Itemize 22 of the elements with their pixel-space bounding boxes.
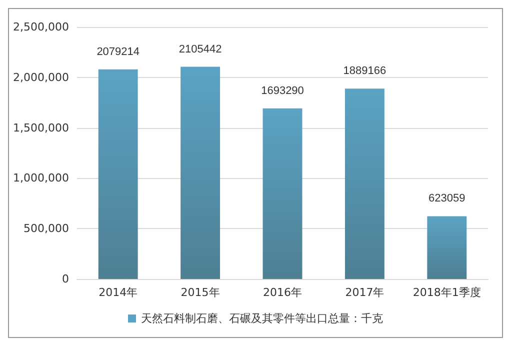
bar xyxy=(98,69,138,279)
data-label: 2105442 xyxy=(178,43,222,56)
y-tick-label: 1,500,000 xyxy=(13,121,69,134)
data-label: 2079214 xyxy=(96,46,140,58)
x-tick-label: 2018年1季度 xyxy=(412,286,481,299)
data-label: 623059 xyxy=(428,192,466,205)
bar xyxy=(262,108,302,279)
x-tick-label: 2014年 xyxy=(98,286,138,299)
y-tick-label: 2,000,000 xyxy=(13,70,69,84)
y-tick-label: 2,500,000 xyxy=(13,20,69,34)
x-tick-label: 2017年 xyxy=(345,286,384,299)
data-label: 1693290 xyxy=(261,84,304,97)
x-tick-label: 2016年 xyxy=(263,286,302,299)
x-tick-label: 2015年 xyxy=(180,286,220,299)
bar xyxy=(427,216,467,279)
y-tick-label: 0 xyxy=(62,272,69,286)
data-label: 1889166 xyxy=(343,65,386,78)
y-tick-label: 500,000 xyxy=(24,222,69,236)
bar xyxy=(180,66,220,279)
legend-label: 天然石料制石磨、石碾及其零件等出口总量：千克 xyxy=(141,312,383,325)
y-tick-label: 1,000,000 xyxy=(13,172,69,185)
bar xyxy=(344,88,384,279)
